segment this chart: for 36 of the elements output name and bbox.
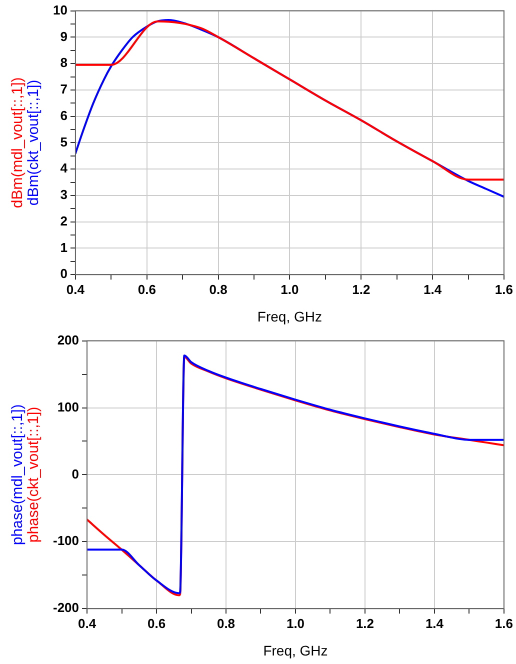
y-tick-label: 10: [52, 2, 68, 18]
y-tick-label: 3: [60, 187, 68, 202]
x-tick-label: 1.0: [286, 616, 305, 631]
x-tick-label: 0.8: [216, 616, 236, 631]
y-tick-label: 100: [57, 399, 80, 414]
y-tick-label: 1: [60, 240, 68, 255]
text: phase(mdl_vout[::,1]): [9, 404, 26, 546]
x-tick-label: 1.2: [356, 616, 374, 631]
x-tick-label: 1.6: [494, 616, 514, 631]
x-tick-label: 1.4: [424, 282, 442, 297]
y-tick-label: 8: [60, 55, 68, 70]
y-tick-label: 5: [60, 134, 68, 150]
x-tick-label: 0.6: [147, 616, 166, 631]
y-tick-label: 0: [72, 466, 80, 482]
x-tick-label: 0.4: [66, 282, 86, 297]
y-tick-label: 4: [60, 160, 68, 176]
x-axis-title: Freq, GHz: [257, 308, 322, 324]
x-tick-label: 1.2: [352, 282, 370, 297]
x-tick-label: 1.4: [425, 616, 444, 631]
y-tick-label: -100: [52, 533, 80, 548]
x-tick-label: 0.4: [78, 616, 97, 631]
x-tick-label: 1.6: [494, 282, 514, 297]
text: dBm(ckt_vout[::,1]): [25, 80, 42, 206]
text: phase(ckt_vout[::,1]): [25, 406, 42, 543]
x-tick-label: 1.0: [280, 282, 299, 297]
y-tick-label: 7: [60, 82, 68, 97]
y-tick-label: 9: [60, 28, 68, 44]
text: dBm(mdl_vout[::,1]): [9, 77, 26, 208]
x-axis-title: Freq, GHz: [263, 642, 328, 658]
x-tick-label: 0.6: [138, 282, 156, 297]
y-tick-label: 2: [60, 213, 68, 228]
y-tick-label: 6: [60, 108, 68, 123]
y-tick-label: 0: [60, 266, 68, 282]
y-tick-label: -200: [52, 600, 80, 616]
x-tick-label: 0.8: [209, 282, 228, 297]
y-tick-label: 200: [57, 332, 80, 348]
